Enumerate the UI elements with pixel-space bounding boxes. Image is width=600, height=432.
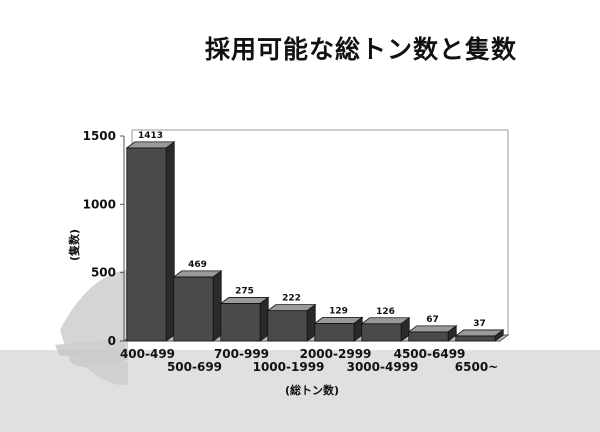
bar-group: 37 xyxy=(454,319,505,342)
bar-group: 67 xyxy=(407,315,458,342)
bar-group: 275 xyxy=(219,286,270,342)
bar-group: 129 xyxy=(313,306,364,342)
bar xyxy=(408,331,449,342)
x-tick-label: 3000-4999 xyxy=(347,360,419,374)
bar xyxy=(220,303,261,342)
bar-group: 126 xyxy=(360,307,411,342)
chart-title: 採用可能な総トン数と隻数 xyxy=(205,35,518,64)
x-tick-label: 4500-6499 xyxy=(394,347,466,361)
bar xyxy=(267,310,308,342)
bar-group: 1413 xyxy=(125,131,176,342)
data-label: 1413 xyxy=(138,131,163,141)
bar xyxy=(361,323,402,342)
data-label: 275 xyxy=(235,286,254,296)
y-axis-ticks: 0 500 1000 1500 xyxy=(83,129,124,348)
x-tick-label: 2000-2999 xyxy=(300,347,372,361)
x-tick-label: 500-699 xyxy=(167,360,222,374)
y-tick-label: 1000 xyxy=(83,197,116,211)
y-tick-label: 500 xyxy=(91,266,116,280)
x-tick-label: 6500~ xyxy=(455,360,498,374)
bar-group: 222 xyxy=(266,294,317,342)
data-label: 37 xyxy=(473,319,486,329)
bar-side-face xyxy=(165,141,175,342)
bar-side-face xyxy=(306,303,316,342)
bar xyxy=(314,322,355,342)
y-tick-label: 0 xyxy=(108,334,116,348)
bar-side-face xyxy=(259,296,269,342)
x-axis-ticks: 400-499500-699700-9991000-19992000-29993… xyxy=(120,347,498,374)
data-label: 469 xyxy=(188,260,207,270)
floor-band xyxy=(0,350,600,432)
x-tick-label: 1000-1999 xyxy=(253,360,325,374)
bar xyxy=(173,276,214,342)
data-label: 129 xyxy=(329,306,348,316)
bar-group: 469 xyxy=(172,260,223,342)
bar xyxy=(455,335,496,342)
data-label: 222 xyxy=(282,294,301,304)
x-axis-label: (総トン数) xyxy=(285,383,339,397)
y-tick-label: 1500 xyxy=(83,129,116,143)
bars: 1413 469 275 222 129 126 67 37 xyxy=(125,131,505,342)
bar-side-face xyxy=(447,325,457,342)
x-tick-label: 400-499 xyxy=(120,347,175,361)
bar-side-face xyxy=(494,329,504,342)
bar-side-face xyxy=(212,270,222,342)
bar xyxy=(126,147,167,342)
x-tick-label: 700-999 xyxy=(214,347,269,361)
data-label: 67 xyxy=(426,315,439,325)
data-label: 126 xyxy=(376,307,395,317)
y-axis-label: (隻数) xyxy=(67,229,81,261)
